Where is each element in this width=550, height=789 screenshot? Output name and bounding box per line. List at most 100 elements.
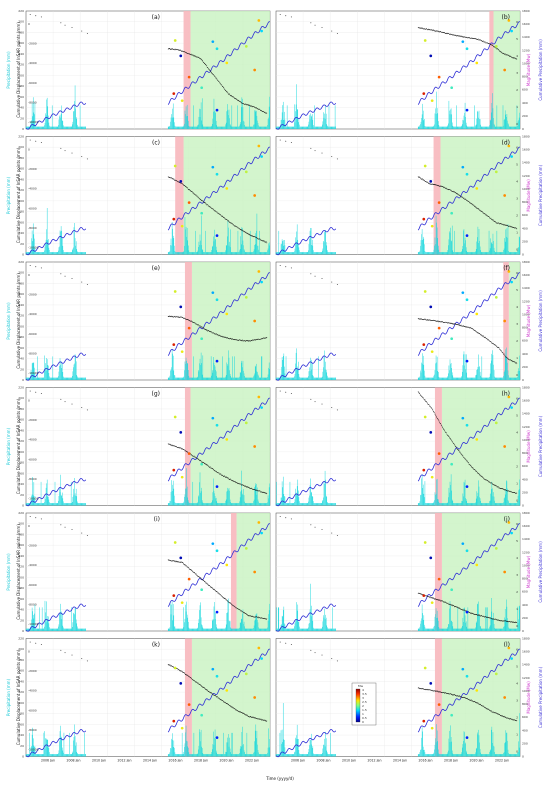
early-displacement-point — [60, 22, 61, 23]
earthquake-point — [466, 424, 469, 427]
early-displacement-point — [30, 14, 31, 15]
x-tick-label: 2012 Jan — [117, 759, 131, 763]
right-tick-label: 1600 — [522, 22, 530, 26]
green-window — [442, 513, 520, 631]
inner-right-tick-label: 3 — [516, 322, 518, 326]
early-displacement-point — [291, 142, 292, 143]
earthquake-point — [225, 689, 228, 692]
earthquake-point — [510, 406, 513, 409]
earthquake-point — [216, 611, 219, 614]
earthquake-point — [461, 417, 464, 420]
inner-left-tick-label: -4000 — [28, 438, 37, 442]
right-tick-label: 1400 — [522, 35, 530, 39]
earthquake-point — [174, 165, 177, 168]
left-inner-axis-title: Cumulative Displacement of InSAR points … — [16, 524, 21, 620]
earthquake-point — [438, 201, 441, 204]
earthquake-point — [510, 657, 513, 660]
inner-right-tick-label: 1 — [516, 105, 518, 109]
early-displacement-point — [310, 524, 311, 525]
earthquake-point — [429, 180, 432, 183]
early-displacement-point — [60, 524, 61, 525]
inner-right-tick-label: 6 — [516, 648, 518, 652]
green-window — [494, 11, 520, 129]
red-window — [175, 137, 183, 255]
earthquake-point — [466, 234, 469, 237]
earthquake-point — [216, 675, 219, 678]
early-displacement-point — [337, 158, 338, 159]
earthquake-point — [260, 30, 263, 33]
early-displacement-point — [65, 25, 66, 26]
earthquake-point — [466, 611, 469, 614]
early-displacement-point — [322, 27, 323, 28]
early-displacement-point — [87, 284, 88, 285]
early-displacement-point — [72, 529, 73, 530]
early-displacement-point — [315, 527, 316, 528]
earthquake-point — [188, 76, 191, 79]
left-tick-label: 220 — [18, 135, 24, 139]
earthquake-point — [200, 463, 203, 466]
early-displacement-point — [280, 265, 281, 266]
left-tick-label: 220 — [18, 9, 24, 13]
right-tick-label: 1200 — [522, 299, 530, 303]
inner-left-tick-label: -6000 — [28, 583, 37, 587]
right-tick-label: 1400 — [522, 412, 530, 416]
inner-left-tick-label: -8000 — [28, 477, 37, 481]
inner-right-tick-label: 4 — [516, 180, 518, 184]
earthquake-point — [260, 281, 263, 284]
green-window — [442, 639, 520, 757]
panel-k: (k)020406080100120140160180200220-10000-… — [18, 637, 270, 763]
right-tick-label: 1800 — [522, 135, 530, 139]
earthquake-point — [450, 337, 453, 340]
left-inner-axis-title: Cumulative Displacement of InSAR points … — [16, 147, 21, 243]
earthquake-point — [225, 564, 228, 567]
right-tick-label: 1400 — [522, 286, 530, 290]
earthquake-point — [431, 350, 434, 353]
x-tick-label: 2014 Jan — [393, 759, 407, 763]
early-displacement-point — [331, 658, 332, 659]
earthquake-point — [495, 547, 498, 550]
early-displacement-point — [41, 518, 42, 519]
right-axis-title: Cumulative Precipitation (mm) — [538, 290, 543, 352]
earthquake-point — [450, 86, 453, 89]
earthquake-point — [429, 54, 432, 57]
green-window — [442, 388, 520, 506]
early-displacement-point — [41, 16, 42, 17]
early-displacement-point — [41, 267, 42, 268]
early-displacement-point — [35, 392, 36, 393]
inner-right-tick-label: 4 — [516, 54, 518, 58]
right-axis-title: Cumulative Precipitation (mm) — [538, 39, 543, 101]
earthquake-point — [245, 547, 248, 550]
early-displacement-point — [30, 516, 31, 517]
x-tick-label: 2022 Jan — [245, 759, 259, 763]
x-tick-label: 2010 Jan — [342, 759, 356, 763]
earthquake-point — [245, 171, 248, 174]
early-displacement-point — [291, 644, 292, 645]
earthquake-point — [422, 92, 425, 95]
right-inner-axis-title: Magnitude (Mw) — [526, 555, 531, 588]
earthquake-point — [245, 45, 248, 48]
inner-right-tick-label: 1 — [516, 356, 518, 360]
earthquake-point — [174, 667, 177, 670]
panel-label: (h) — [502, 391, 510, 398]
inner-left-tick-label: 0 — [28, 273, 30, 277]
earthquake-point — [466, 47, 469, 50]
early-displacement-point — [81, 658, 82, 659]
earthquake-point — [181, 601, 184, 604]
earthquake-point — [172, 92, 175, 95]
right-tick-label: 1600 — [522, 524, 530, 528]
early-displacement-point — [81, 31, 82, 32]
early-displacement-point — [337, 535, 338, 536]
earthquake-point — [211, 291, 214, 294]
inner-left-tick-label: 0 — [28, 399, 30, 403]
earthquake-point — [200, 212, 203, 215]
early-displacement-point — [291, 393, 292, 394]
earthquake-point — [188, 578, 191, 581]
early-displacement-point — [331, 407, 332, 408]
left-inner-axis-title: Cumulative Displacement of InSAR points … — [16, 398, 21, 494]
right-tick-label: 1600 — [522, 399, 530, 403]
right-tick-label: 600 — [522, 339, 528, 343]
right-tick-label: 0 — [522, 253, 524, 257]
inner-right-tick-label: 2 — [516, 339, 518, 343]
early-displacement-point — [291, 267, 292, 268]
earthquake-point — [461, 668, 464, 671]
